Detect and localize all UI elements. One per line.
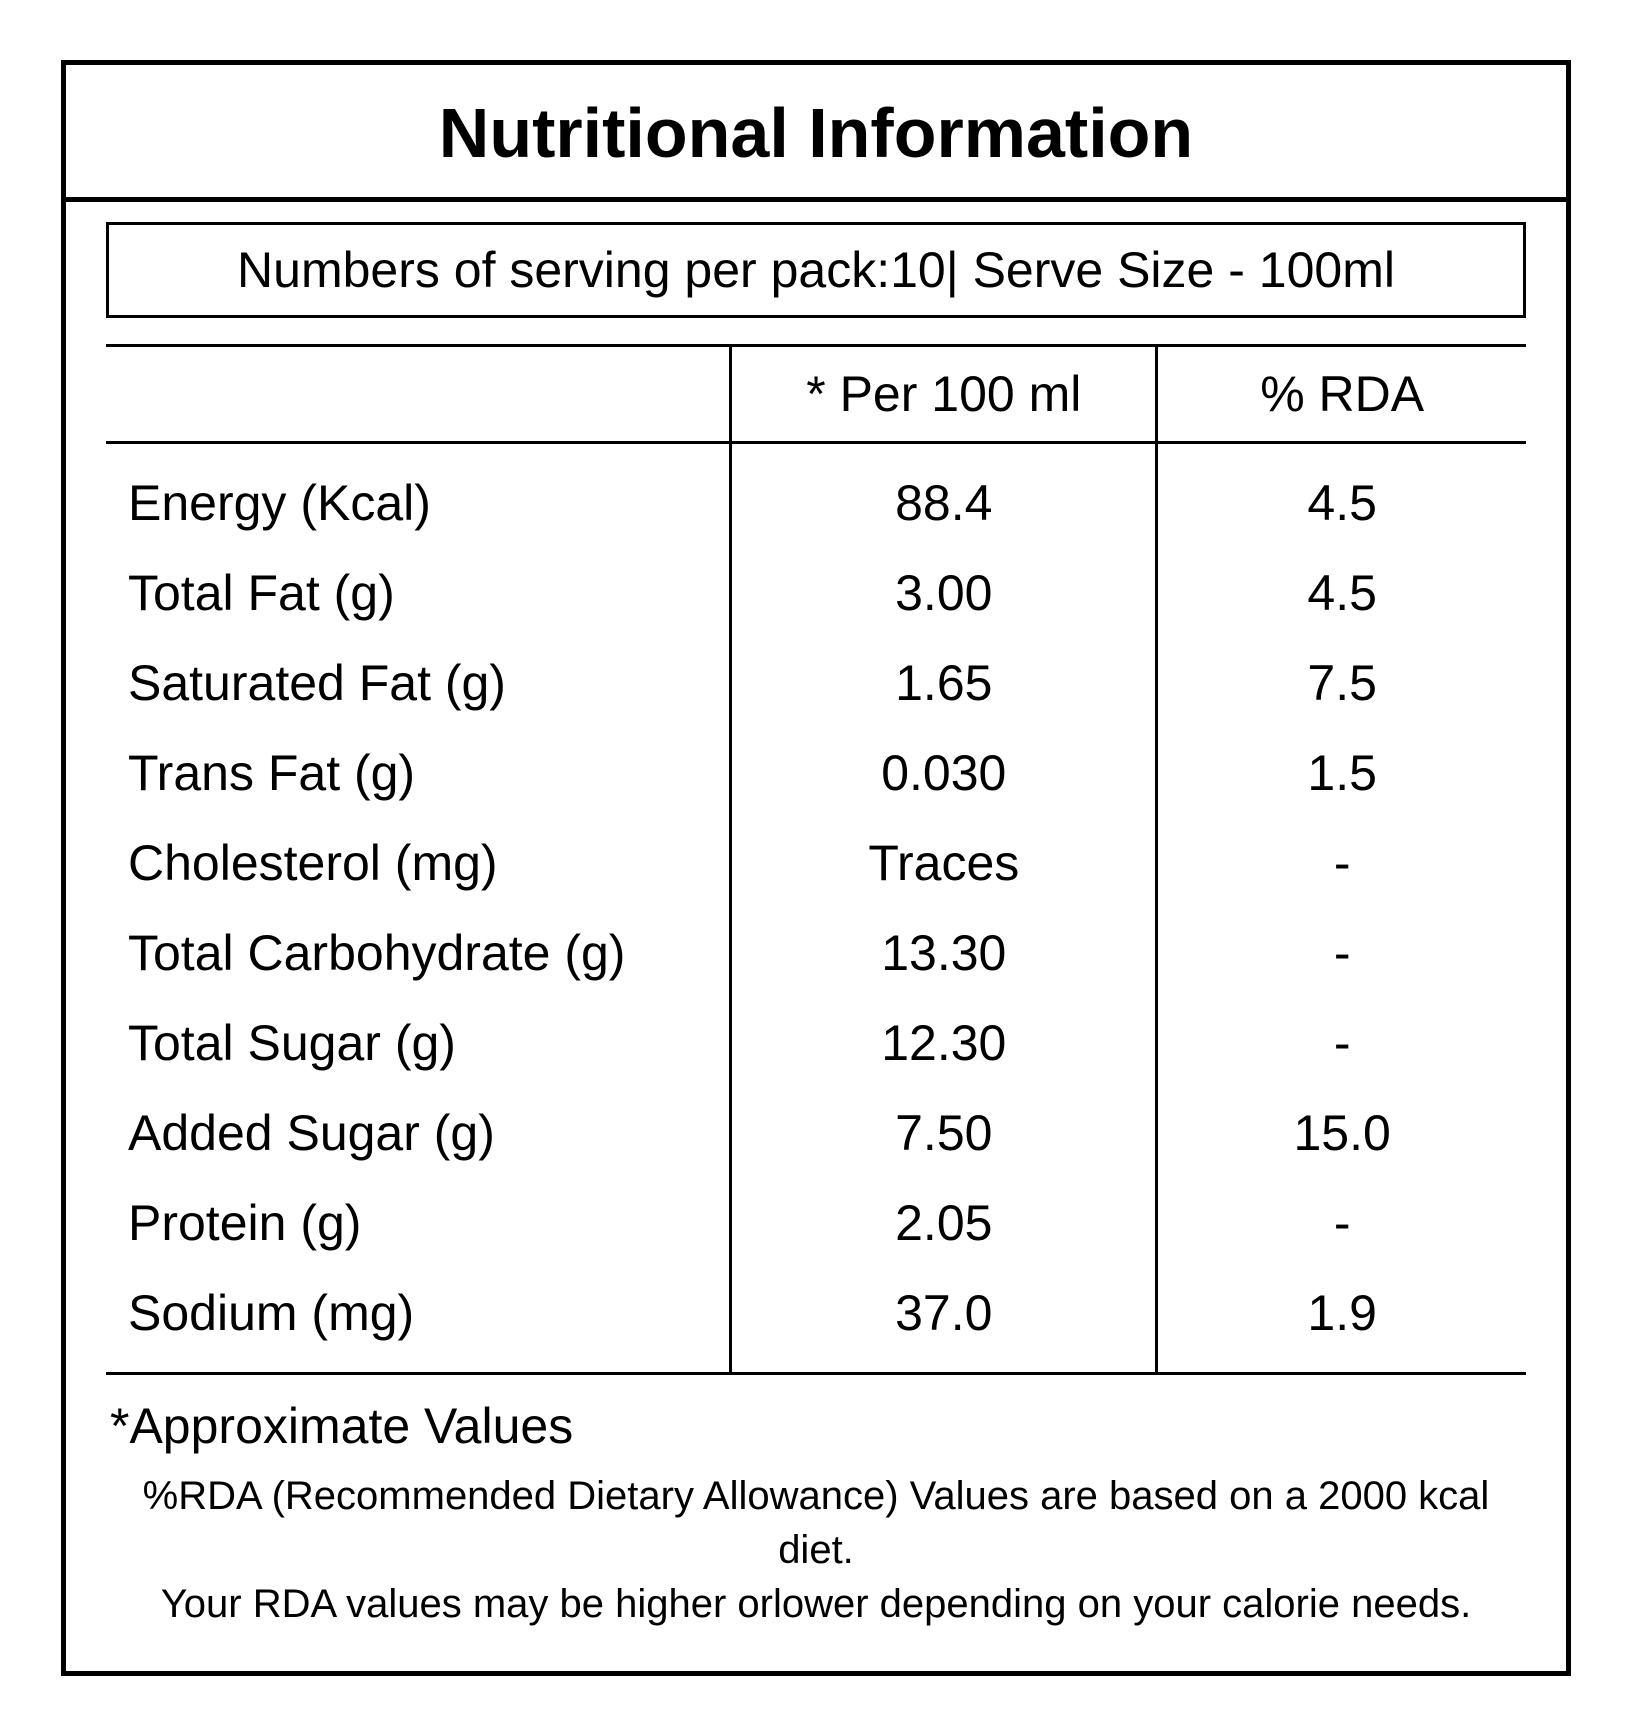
rda-value: 15.0 <box>1157 1088 1526 1178</box>
rda-value: - <box>1157 818 1526 908</box>
nutrient-name: Protein (g) <box>106 1178 731 1268</box>
nutrient-name: Saturated Fat (g) <box>106 638 731 728</box>
panel-title: Nutritional Information <box>66 65 1566 202</box>
nutrient-name: Added Sugar (g) <box>106 1088 731 1178</box>
table-row: Total Sugar (g)12.30- <box>106 998 1526 1088</box>
rda-value: 1.9 <box>1157 1268 1526 1374</box>
rda-value: - <box>1157 908 1526 998</box>
table-row: Added Sugar (g)7.5015.0 <box>106 1088 1526 1178</box>
rda-note: %RDA (Recommended Dietary Allowance) Val… <box>106 1455 1526 1631</box>
per-100ml-value: 2.05 <box>731 1178 1157 1268</box>
nutrient-name: Total Fat (g) <box>106 548 731 638</box>
table-row: Cholesterol (mg)Traces- <box>106 818 1526 908</box>
table-row: Total Fat (g)3.004.5 <box>106 548 1526 638</box>
rda-value: - <box>1157 998 1526 1088</box>
rda-value: 1.5 <box>1157 728 1526 818</box>
nutrient-name: Sodium (mg) <box>106 1268 731 1374</box>
table-row: Protein (g)2.05- <box>106 1178 1526 1268</box>
rda-value: 7.5 <box>1157 638 1526 728</box>
rda-value: 4.5 <box>1157 443 1526 549</box>
serving-info: Numbers of serving per pack:10| Serve Si… <box>106 222 1526 318</box>
approx-values-label: *Approximate Values <box>106 1397 1526 1455</box>
nutrient-name: Total Sugar (g) <box>106 998 731 1088</box>
rda-note-line2: Your RDA values may be higher orlower de… <box>161 1582 1471 1626</box>
per-100ml-value: 12.30 <box>731 998 1157 1088</box>
nutrient-name: Cholesterol (mg) <box>106 818 731 908</box>
nutrient-name: Trans Fat (g) <box>106 728 731 818</box>
table-row: Sodium (mg)37.01.9 <box>106 1268 1526 1374</box>
per-100ml-value: 37.0 <box>731 1268 1157 1374</box>
panel-footer: *Approximate Values %RDA (Recommended Di… <box>66 1375 1566 1671</box>
table-row: Saturated Fat (g)1.657.5 <box>106 638 1526 728</box>
col-header-name <box>106 346 731 443</box>
nutrient-name: Energy (Kcal) <box>106 443 731 549</box>
per-100ml-value: 0.030 <box>731 728 1157 818</box>
per-100ml-value: 88.4 <box>731 443 1157 549</box>
table-header-row: * Per 100 ml % RDA <box>106 346 1526 443</box>
rda-note-line1: %RDA (Recommended Dietary Allowance) Val… <box>143 1474 1490 1572</box>
table-row: Energy (Kcal)88.44.5 <box>106 443 1526 549</box>
nutrient-name: Total Carbohydrate (g) <box>106 908 731 998</box>
per-100ml-value: 3.00 <box>731 548 1157 638</box>
nutrition-panel: Nutritional Information Numbers of servi… <box>61 60 1571 1676</box>
per-100ml-value: Traces <box>731 818 1157 908</box>
serving-wrap: Numbers of serving per pack:10| Serve Si… <box>66 202 1566 344</box>
table-row: Trans Fat (g)0.0301.5 <box>106 728 1526 818</box>
per-100ml-value: 7.50 <box>731 1088 1157 1178</box>
per-100ml-value: 13.30 <box>731 908 1157 998</box>
col-header-per: * Per 100 ml <box>731 346 1157 443</box>
rda-value: - <box>1157 1178 1526 1268</box>
nutrition-table: * Per 100 ml % RDA Energy (Kcal)88.44.5T… <box>106 344 1526 1375</box>
col-header-rda: % RDA <box>1157 346 1526 443</box>
rda-value: 4.5 <box>1157 548 1526 638</box>
table-row: Total Carbohydrate (g)13.30- <box>106 908 1526 998</box>
per-100ml-value: 1.65 <box>731 638 1157 728</box>
